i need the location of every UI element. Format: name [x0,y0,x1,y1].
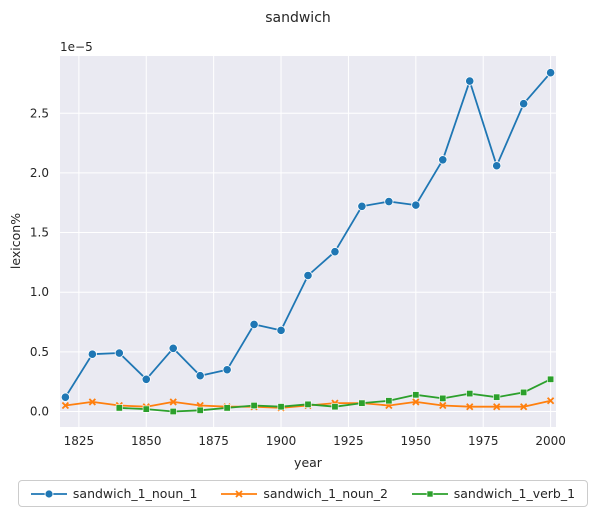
data-point [114,348,124,358]
x-tick-label: 1875 [198,434,229,448]
series-layer [60,68,556,415]
x-tick-label: 1850 [131,434,162,448]
data-point [169,407,177,415]
data-point [168,343,178,353]
data-point [88,398,96,406]
data-point [358,399,366,407]
data-point [520,388,528,396]
legend-item-noun-2: sandwich_1_noun_2 [221,486,388,501]
data-point [493,393,501,401]
data-point [87,349,97,359]
y-offset-label: 1e−5 [60,40,93,54]
line-chart: sandwich 1825 1850 1875 1900 1925 1950 1975 200… [8,10,566,470]
data-point [60,392,70,402]
legend-swatch-circle-icon [30,489,67,498]
data-point [357,201,367,211]
legend: sandwich_1_noun_1 sandwich_1_noun_2 sand… [18,480,588,507]
data-point [61,401,70,410]
series-sandwich_1_noun_1 [60,68,556,402]
y-tick-label: 0.5 [30,345,49,359]
data-point [547,375,555,383]
grid-lines [60,56,556,427]
data-point [303,270,313,281]
data-point [439,394,447,402]
data-point [304,400,312,408]
data-point [250,402,258,410]
data-point [546,397,555,405]
x-tick-label: 1900 [266,434,297,448]
data-point [385,397,393,405]
data-point [330,247,340,257]
data-point [520,403,528,411]
data-point [411,200,421,210]
data-point [195,371,205,381]
legend-item-verb-1: sandwich_1_verb_1 [411,486,576,501]
data-point [438,155,448,165]
y-tick-label: 0.0 [30,404,49,418]
data-point [492,161,502,171]
y-tick-label: 2.0 [30,166,49,180]
legend-label: sandwich_1_verb_1 [453,486,576,501]
y-tick-label: 1.0 [30,285,49,299]
x-axis-label: year [294,455,323,470]
data-point [196,406,204,414]
data-point [412,391,420,399]
x-tick-labels: 1825 1850 1875 1900 1925 1950 1975 2000 [64,434,566,448]
data-point [466,390,474,398]
y-tick-labels: 0.0 0.5 1.0 1.5 2.0 2.5 [30,106,49,418]
data-point [493,403,501,411]
data-point [439,401,447,410]
x-tick-label: 1825 [64,434,95,448]
data-point [169,398,177,406]
legend-swatch-x-icon [221,489,258,498]
data-point [222,365,232,375]
data-point [115,404,123,412]
x-tick-label: 1950 [401,434,432,448]
series-sandwich_1_verb_1 [115,375,555,415]
data-point [249,319,259,330]
data-point [277,403,285,411]
legend-swatch-square-icon [411,490,448,497]
legend-label: sandwich_1_noun_1 [72,486,198,501]
chart-title: sandwich [265,10,331,26]
data-point [276,325,286,335]
data-point [223,404,231,412]
legend-label: sandwich_1_noun_2 [263,486,388,501]
data-point [546,68,556,78]
y-axis-label: lexicon% [8,213,23,269]
x-tick-label: 2000 [535,434,566,448]
data-point [466,403,474,411]
plot-area [60,56,556,427]
data-point [141,374,151,384]
data-point [519,99,529,109]
data-point [384,196,394,207]
data-point [465,76,475,86]
x-tick-label: 1975 [468,434,499,448]
x-tick-label: 1925 [333,434,364,448]
data-point [142,405,150,413]
y-tick-label: 1.5 [30,226,49,240]
y-tick-label: 2.5 [30,106,49,120]
legend-item-noun-1: sandwich_1_noun_1 [30,486,198,501]
data-point [412,398,420,406]
data-point [331,403,339,411]
